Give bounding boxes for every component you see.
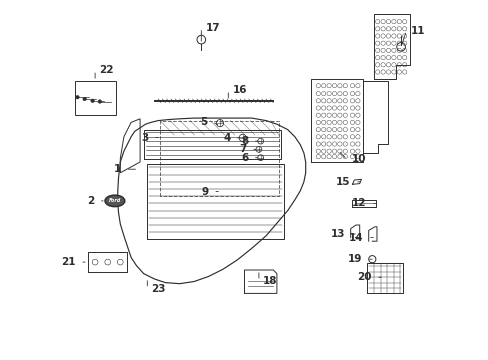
Circle shape — [98, 100, 102, 103]
Text: 14: 14 — [348, 233, 363, 243]
Text: 6: 6 — [241, 153, 248, 163]
Text: 8: 8 — [241, 136, 248, 146]
Text: 12: 12 — [351, 198, 366, 208]
Text: 9: 9 — [202, 186, 208, 197]
Text: 19: 19 — [347, 254, 362, 264]
Text: 11: 11 — [410, 26, 425, 36]
Text: 2: 2 — [87, 196, 94, 206]
Text: 1: 1 — [114, 164, 121, 174]
Text: 3: 3 — [141, 132, 148, 143]
Text: 18: 18 — [263, 276, 277, 286]
Text: 7: 7 — [239, 144, 246, 154]
Text: 17: 17 — [205, 23, 220, 33]
Text: 20: 20 — [356, 272, 371, 282]
Text: 22: 22 — [99, 65, 114, 75]
Text: 10: 10 — [351, 154, 365, 165]
Text: 16: 16 — [232, 85, 246, 95]
Ellipse shape — [105, 195, 124, 207]
Text: 5: 5 — [200, 117, 207, 127]
Text: Ford: Ford — [108, 198, 121, 203]
Circle shape — [91, 99, 94, 103]
Circle shape — [82, 97, 86, 101]
Text: 23: 23 — [151, 284, 166, 294]
Text: 21: 21 — [61, 257, 76, 267]
Text: 4: 4 — [223, 133, 230, 143]
Text: 15: 15 — [336, 177, 350, 187]
Circle shape — [76, 95, 79, 99]
Text: 13: 13 — [330, 229, 345, 239]
